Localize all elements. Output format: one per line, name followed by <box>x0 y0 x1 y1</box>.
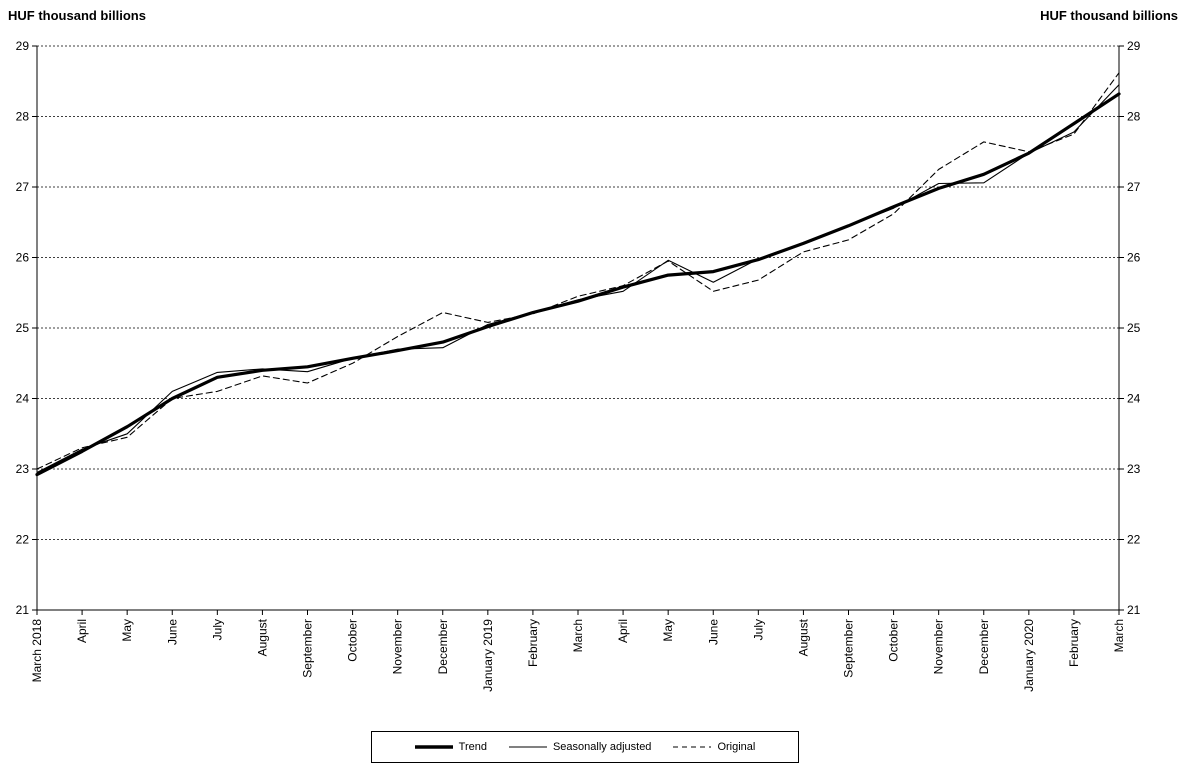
legend-swatch-seasonally-adjusted <box>508 746 547 748</box>
x-tick-label: May <box>120 619 134 642</box>
left-y-tick-label: 22 <box>16 533 30 547</box>
left-y-tick-label: 24 <box>16 392 30 406</box>
series-line-original <box>36 72 1120 470</box>
left-axis-unit-label: HUF thousand billions <box>8 8 146 23</box>
x-tick-label: August <box>255 618 269 656</box>
right-y-tick-label: 24 <box>1127 392 1141 406</box>
legend-label-original: Original <box>717 741 756 753</box>
left-y-tick-label: 29 <box>16 39 30 53</box>
x-tick-label: February <box>1067 619 1081 667</box>
left-y-tick-label: 21 <box>16 603 30 617</box>
left-y-tick-label: 28 <box>16 110 30 124</box>
x-tick-label: March <box>1112 619 1126 652</box>
x-tick-label: February <box>526 619 540 667</box>
legend-label-trend: Trend <box>458 741 487 753</box>
x-tick-label: December <box>436 619 450 674</box>
x-tick-label: January 2020 <box>1022 619 1036 692</box>
x-tick-label: November <box>391 619 405 674</box>
x-tick-label: June <box>165 619 179 645</box>
x-tick-label: March 2018 <box>30 619 44 683</box>
legend-item-seasonally-adjusted: Seasonally adjusted <box>508 741 652 753</box>
x-tick-label: October <box>346 619 360 662</box>
x-tick-label: November <box>932 619 946 674</box>
x-tick-label: June <box>706 619 720 645</box>
left-y-tick-label: 25 <box>16 321 30 335</box>
x-tick-label: September <box>842 619 856 678</box>
right-y-tick-label: 23 <box>1127 462 1141 476</box>
series-line-seasonally-adjusted <box>36 84 1120 474</box>
x-tick-label: April <box>75 619 89 643</box>
x-tick-label: January 2019 <box>481 619 495 692</box>
x-tick-label: May <box>661 619 675 642</box>
right-y-tick-label: 26 <box>1127 251 1141 265</box>
x-tick-label: July <box>210 619 224 640</box>
right-y-tick-label: 27 <box>1127 180 1141 194</box>
legend-swatch-original <box>673 746 712 748</box>
left-y-tick-label: 27 <box>16 180 30 194</box>
chart-legend: Trend Seasonally adjusted Original <box>371 731 799 763</box>
right-y-tick-label: 28 <box>1127 110 1141 124</box>
x-tick-label: December <box>977 619 991 674</box>
x-tick-label: September <box>301 619 315 678</box>
right-axis-unit-label: HUF thousand billions <box>1040 8 1178 23</box>
right-y-tick-label: 25 <box>1127 321 1141 335</box>
right-y-tick-label: 22 <box>1127 533 1141 547</box>
legend-label-seasonally-adjusted: Seasonally adjusted <box>552 741 652 753</box>
line-chart: 21 21 22 22 23 23 24 24 25 25 26 26 27 27 28 28 29 29 Marc… <box>16 39 1141 692</box>
right-y-tick-label: 29 <box>1127 39 1141 53</box>
legend-item-original: Original <box>673 741 755 753</box>
x-tick-label: March <box>571 619 585 652</box>
x-tick-label: April <box>616 619 630 643</box>
legend-item-trend: Trend <box>414 741 487 753</box>
x-tick-label: August <box>796 618 810 656</box>
right-y-tick-label: 21 <box>1127 603 1141 617</box>
x-tick-label: July <box>751 619 765 640</box>
legend-swatch-trend <box>414 745 453 749</box>
series-line-trend <box>35 92 1121 477</box>
left-y-tick-label: 23 <box>16 462 30 476</box>
x-tick-label: October <box>887 619 901 662</box>
left-y-tick-label: 26 <box>16 251 30 265</box>
